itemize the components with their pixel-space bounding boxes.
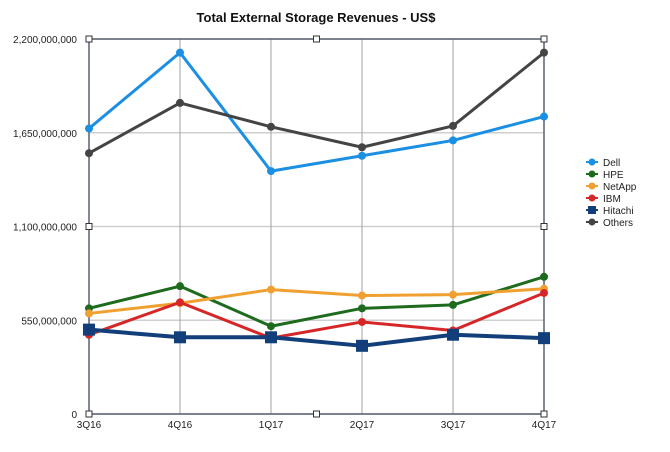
series-line [88, 291, 545, 340]
x-tick-label: 3Q16 [77, 420, 102, 431]
data-point [176, 48, 184, 57]
data-point [267, 122, 275, 131]
data-point [449, 136, 457, 145]
legend-label: Others [603, 218, 633, 229]
data-point [540, 48, 548, 57]
data-point [83, 323, 95, 336]
legend-item: Others [586, 218, 633, 229]
y-tick-label: 550,000,000 [21, 316, 77, 327]
selection-handle [540, 35, 548, 43]
series-line [88, 275, 545, 328]
grid [88, 38, 545, 415]
selection-handle [540, 223, 548, 230]
data-point [267, 285, 275, 294]
x-tick-label: 1Q17 [259, 420, 284, 431]
data-point [449, 290, 457, 299]
selection-handle [313, 35, 320, 43]
series-hpe [85, 272, 548, 331]
legend-item: IBM [586, 194, 621, 205]
series-dell [85, 48, 548, 176]
x-tick-label: 4Q17 [532, 420, 557, 431]
selection-handle [85, 35, 93, 43]
data-point [85, 309, 93, 318]
legend-marker [588, 182, 596, 190]
data-point [267, 167, 275, 176]
legend-label: Hitachi [603, 206, 634, 217]
legend-marker [588, 194, 596, 202]
y-tick-label: 1,650,000,000 [13, 129, 77, 140]
legend-item: HPE [586, 170, 624, 181]
legend-label: HPE [603, 170, 624, 181]
data-point [265, 331, 277, 344]
chart-title: Total External Storage Revenues - US$ [197, 10, 437, 25]
axes: 0 550,000,000 1,100,000,000 1,650,000,000 2,… [13, 35, 557, 431]
data-point [176, 282, 184, 291]
x-tick-label: 4Q16 [168, 420, 193, 431]
legend-label: NetApp [603, 182, 637, 193]
data-point [358, 151, 366, 160]
data-point [85, 124, 93, 133]
data-point [358, 291, 366, 300]
data-point [358, 317, 366, 326]
series-line [88, 327, 545, 348]
series-others [85, 48, 548, 158]
data-point [540, 112, 548, 121]
series-hitachi [83, 323, 550, 352]
data-point [356, 339, 368, 352]
x-tick-label: 3Q17 [441, 420, 466, 431]
legend-item: Hitachi [586, 206, 634, 217]
y-tick-label: 1,100,000,000 [13, 223, 77, 234]
data-point [267, 322, 275, 331]
series-line [88, 51, 545, 155]
y-tick-label: 0 [71, 410, 77, 421]
legend-marker [588, 218, 596, 226]
selection-handle [540, 410, 548, 418]
legend-marker [588, 158, 596, 166]
x-tick-label: 2Q17 [350, 420, 375, 431]
series-group [83, 48, 550, 352]
data-point [449, 300, 457, 309]
selection-handle [313, 410, 320, 418]
selection-handle [85, 223, 93, 230]
selection-handle [85, 410, 93, 418]
y-tick-label: 2,200,000,000 [13, 35, 77, 46]
data-point [85, 149, 93, 158]
data-point [176, 98, 184, 107]
data-point [538, 332, 550, 345]
series-line [88, 287, 545, 315]
legend-marker [588, 170, 596, 178]
series-line [88, 51, 545, 173]
legend-item: NetApp [586, 182, 637, 193]
data-point [540, 288, 548, 297]
data-point [176, 298, 184, 307]
data-point [540, 272, 548, 281]
data-point [447, 328, 459, 341]
legend-item: Dell [586, 158, 620, 169]
data-point [358, 304, 366, 313]
data-point [449, 121, 457, 130]
legend-label: IBM [603, 194, 621, 205]
legend-label: Dell [603, 158, 620, 169]
data-point [358, 143, 366, 152]
data-point [174, 331, 186, 344]
legend-marker [588, 206, 596, 214]
